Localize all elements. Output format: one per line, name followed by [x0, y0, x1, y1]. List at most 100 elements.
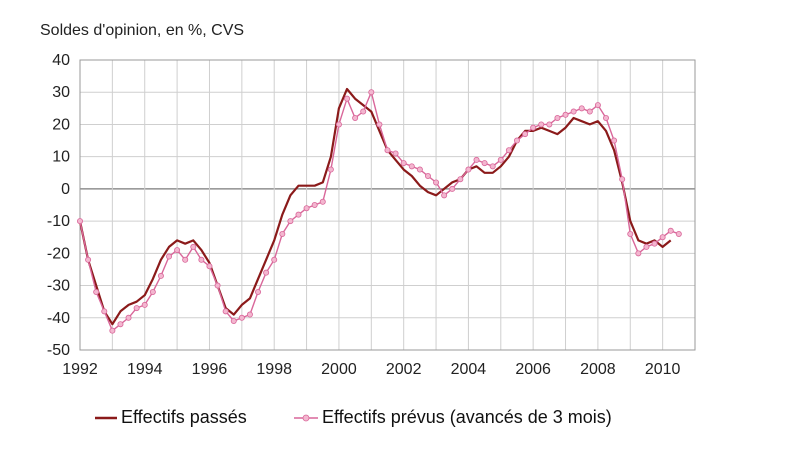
series-1-point — [117, 321, 124, 328]
series-1-point — [619, 176, 626, 183]
legend-swatch-1-marker — [302, 414, 310, 422]
series-1-point — [109, 327, 116, 334]
series-1-point — [352, 115, 359, 122]
series-1-point — [287, 218, 294, 225]
x-tick-label: 2010 — [645, 361, 681, 378]
series-1-point — [659, 234, 666, 241]
series-1-point — [602, 115, 609, 122]
series-1-point — [643, 243, 650, 250]
series-1-point — [174, 247, 181, 254]
y-tick-label: -10 — [47, 213, 70, 230]
y-tick-label: 0 — [61, 181, 70, 198]
series-1-point — [433, 179, 440, 186]
legend: Effectifs passés Effectifs prévus (avancé… — [95, 407, 612, 427]
series-1-point — [578, 105, 585, 112]
x-tick-label: 1998 — [256, 361, 292, 378]
series-1-point — [263, 269, 270, 276]
series-1-point — [416, 166, 423, 173]
x-axis-ticks: 1992 1994 1996 1998 2000 2002 2004 2006 2008 2010 — [62, 361, 680, 378]
series-1-point — [611, 137, 618, 144]
series-1-point — [141, 301, 148, 308]
legend-label-0: Effectifs passés — [121, 407, 247, 427]
series-1-point — [125, 314, 132, 321]
y-tick-label: 40 — [52, 52, 70, 69]
series-1-point — [206, 263, 213, 270]
series-1-point — [279, 230, 286, 237]
series-1-point — [594, 102, 601, 109]
series-1-point — [182, 256, 189, 263]
series-1-point — [384, 147, 391, 154]
series-1-point — [522, 131, 529, 138]
series-1-point — [627, 230, 634, 237]
series-1-point — [311, 201, 318, 208]
series-1-point — [489, 163, 496, 170]
x-tick-label: 1992 — [62, 361, 98, 378]
series-1-point — [376, 121, 383, 128]
series-1-point — [344, 95, 351, 102]
series-1-point — [271, 256, 278, 263]
y-tick-label: -40 — [47, 310, 70, 327]
series-1-point — [570, 108, 577, 115]
series-1-point — [93, 288, 100, 295]
series-1-point — [166, 253, 173, 260]
series-1-point — [497, 156, 504, 163]
series-layer — [77, 87, 682, 334]
series-1-point — [546, 121, 553, 128]
series-1-point — [449, 185, 456, 192]
series-1-point — [335, 121, 342, 128]
series-1-point — [530, 124, 537, 131]
x-tick-label: 2008 — [580, 361, 616, 378]
series-1-point — [392, 150, 399, 157]
series-1-point — [481, 160, 488, 167]
series-line-1 — [79, 91, 680, 332]
chart-title: Soldes d'opinion, en %, CVS — [40, 22, 244, 39]
series-1-point — [441, 192, 448, 199]
series-1-point — [246, 311, 253, 318]
x-tick-label: 2006 — [515, 361, 551, 378]
series-1-point — [133, 305, 140, 312]
series-1-point — [198, 256, 205, 263]
series-1-point — [457, 176, 464, 183]
y-axis-ticks: 40 30 20 10 0 -10 -20 -30 -40 -50 — [47, 52, 70, 359]
series-1-point — [157, 272, 164, 279]
series-1-point — [651, 240, 658, 247]
series-1-point — [635, 250, 642, 257]
series-1-point — [149, 288, 156, 295]
series-1-point — [408, 163, 415, 170]
series-1-point — [505, 147, 512, 154]
series-1-point — [85, 256, 92, 263]
series-1-point — [238, 314, 245, 321]
plot-frame — [79, 59, 696, 351]
x-tick-label: 1996 — [192, 361, 228, 378]
series-1-point — [295, 211, 302, 218]
series-1-point — [77, 218, 84, 225]
series-1-point — [675, 230, 682, 237]
series-1-point — [230, 317, 237, 324]
series-1-point — [222, 308, 229, 315]
series-1-point — [400, 160, 407, 167]
series-1-point — [562, 111, 569, 118]
series-1-point — [368, 89, 375, 96]
x-tick-label: 2004 — [451, 361, 487, 378]
y-tick-label: 30 — [52, 84, 70, 101]
series-1-point — [327, 166, 334, 173]
y-tick-label: -30 — [47, 278, 70, 295]
series-1-point — [255, 288, 262, 295]
series-1-point — [360, 108, 367, 115]
grid-lines — [79, 59, 696, 351]
x-tick-label: 1994 — [127, 361, 163, 378]
series-1-point — [303, 205, 310, 212]
series-1-point — [214, 282, 221, 289]
series-1-point — [554, 115, 561, 122]
series-1-point — [586, 108, 593, 115]
series-1-point — [513, 137, 520, 144]
series-1-point — [319, 198, 326, 205]
y-tick-label: -20 — [47, 245, 70, 262]
y-tick-label: 10 — [52, 149, 70, 166]
series-1-point — [424, 172, 431, 179]
series-1-point — [465, 166, 472, 173]
series-1-point — [473, 156, 480, 163]
y-tick-label: 20 — [52, 116, 70, 133]
